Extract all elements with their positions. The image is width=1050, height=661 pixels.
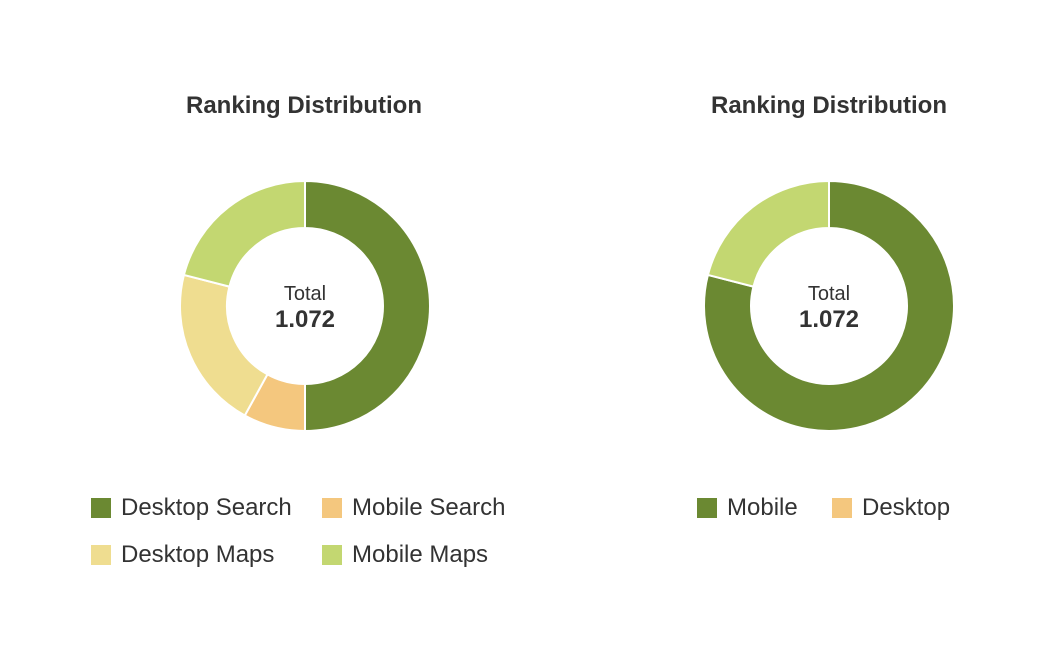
- legend-swatch: [322, 545, 342, 565]
- donut-slice-desktop-search[interactable]: [304, 179, 431, 433]
- legend-swatch: [697, 498, 717, 518]
- legend-label: Desktop: [862, 494, 951, 521]
- legend-label: Desktop Search: [121, 494, 292, 521]
- legend-item-mobile-maps[interactable]: Mobile Maps: [322, 539, 488, 571]
- legend-label: Desktop Maps: [121, 541, 275, 568]
- legend-item-desktop[interactable]: Desktop: [832, 492, 950, 524]
- legend-swatch: [91, 498, 111, 518]
- legend-swatch: [322, 498, 342, 518]
- legend-item-mobile-search[interactable]: Mobile Search: [322, 492, 505, 524]
- center-total-label: Total: [284, 283, 326, 305]
- donut-slices: [703, 179, 955, 432]
- donut-chart: Total 1.072: [179, 179, 431, 433]
- chart-panel-left: Ranking Distribution Total 1.072 Desktop…: [91, 92, 505, 571]
- center-total-label: Total: [808, 283, 850, 305]
- donut-slice-mobile[interactable]: [703, 179, 955, 432]
- chart-panel-right: Ranking Distribution Total 1.072 Mobile …: [610, 0, 1050, 661]
- donut-slices: [179, 179, 431, 433]
- center-total-value: 1.072: [275, 306, 335, 333]
- donut-slice-desktop-maps[interactable]: [179, 273, 269, 417]
- legend-label: Mobile: [727, 494, 798, 521]
- legend-swatch: [91, 545, 111, 565]
- legend-label: Mobile Maps: [352, 541, 489, 568]
- legend-label: Mobile Search: [352, 494, 506, 521]
- legend-item-mobile[interactable]: Mobile: [697, 492, 798, 524]
- legend-swatch: [832, 498, 852, 518]
- center-total-value: 1.072: [799, 306, 859, 333]
- legend-item-desktop-search[interactable]: Desktop Search: [91, 492, 292, 524]
- donut-chart: Total 1.072: [703, 179, 955, 432]
- donut-slice-mobile-maps[interactable]: [182, 179, 306, 288]
- chart-title: Ranking Distribution: [711, 92, 947, 119]
- donut-slice-unlabeled-1[interactable]: [706, 179, 830, 288]
- chart-title: Ranking Distribution: [186, 92, 422, 119]
- legend-item-desktop-maps[interactable]: Desktop Maps: [91, 539, 274, 571]
